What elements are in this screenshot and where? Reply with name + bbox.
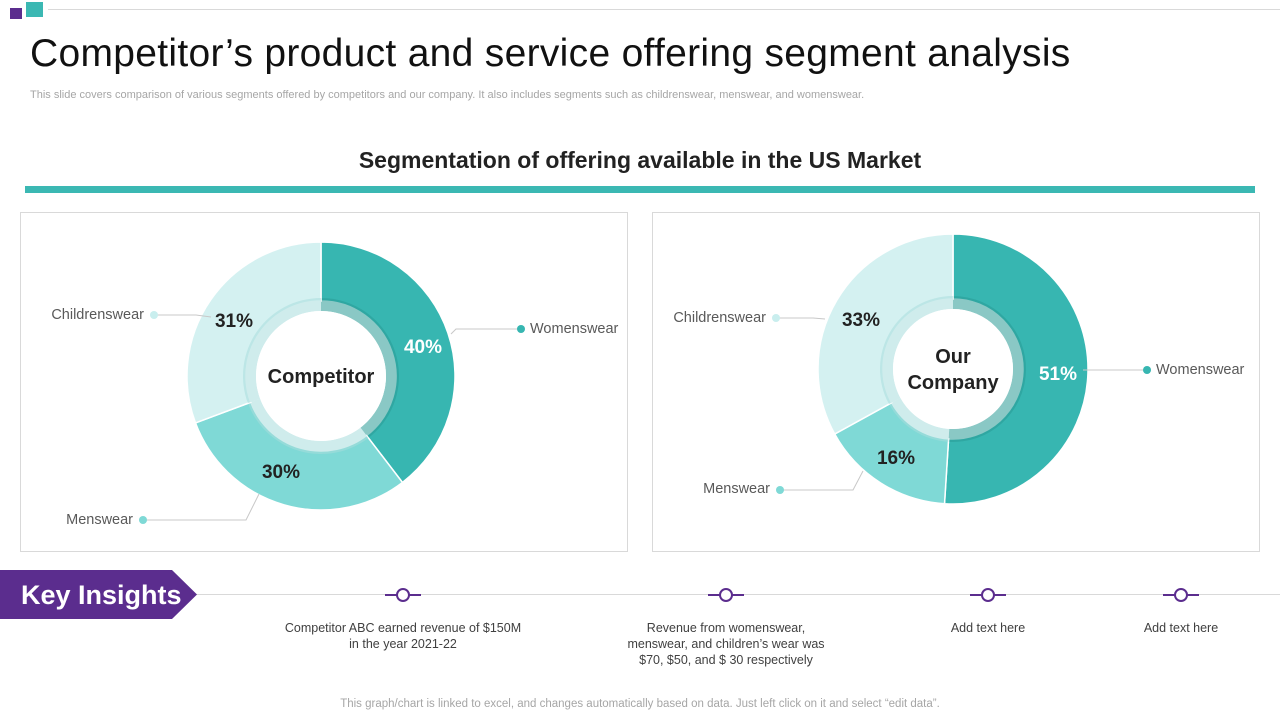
inner-ring-womenswear	[321, 298, 399, 438]
donut-hole	[893, 309, 1013, 429]
key-insights-banner: Key Insights	[0, 570, 197, 619]
inner-ring-childrenswear	[243, 298, 321, 404]
section-underline	[25, 186, 1255, 193]
competitor-chart-panel[interactable]: Competitor 40% 30% 31% Womenswear Menswear Chi…	[20, 212, 628, 552]
value-label-womenswear: 51%	[1039, 364, 1077, 385]
page-subtitle: This slide covers comparison of various …	[30, 89, 865, 101]
page-title: Competitor’s product and service offerin…	[30, 32, 1071, 75]
insight-text-3: Add text here	[950, 621, 1026, 635]
center-label: Our	[935, 346, 971, 368]
leader-line-childrenswear	[154, 314, 212, 318]
insight-text-4: Add text here	[1143, 621, 1219, 635]
section-heading: Segmentation of offering available in th…	[358, 147, 922, 173]
leader-line-womenswear	[450, 328, 521, 335]
competitor-donut-chart[interactable]: Competitor 40% 30% 31% Womenswear Menswear Chi…	[21, 213, 627, 551]
footer-note: This graph/chart is linked to excel, and…	[340, 698, 940, 710]
our-company-donut-chart[interactable]: Our Company 51% 16% 33% Womenswear Menswear Chi…	[653, 213, 1259, 551]
key-insights-label: Key Insights	[21, 580, 182, 610]
insight-text-2: Revenue from womenswear, menswear, and c…	[627, 621, 825, 667]
insight-marker-3	[970, 587, 1006, 603]
value-label-womenswear: 40%	[404, 337, 442, 358]
legend-dot-childrenswear	[772, 314, 780, 322]
leader-line-menswear	[143, 493, 260, 521]
value-label-menswear: 16%	[877, 448, 915, 469]
corner-accent-teal	[26, 2, 43, 17]
inner-ring-menswear	[247, 398, 369, 454]
legend-dot-menswear	[776, 486, 784, 494]
category-label-menswear: Menswear	[66, 512, 133, 528]
insight-marker-1	[385, 587, 421, 603]
donut-hole	[256, 311, 386, 441]
value-label-menswear: 30%	[262, 462, 300, 483]
legend-dot-menswear	[139, 516, 147, 524]
insight-marker-4	[1163, 587, 1199, 603]
legend-dot-womenswear	[1143, 366, 1151, 374]
category-label-womenswear: Womenswear	[530, 321, 619, 337]
legend-dot-womenswear	[517, 325, 525, 333]
legend-dot-childrenswear	[150, 311, 158, 319]
inner-ring-childrenswear	[880, 296, 953, 405]
center-label: Company	[907, 372, 999, 394]
insight-text-1: Competitor ABC earned revenue of $150M i…	[284, 621, 522, 651]
corner-accent-purple	[10, 8, 22, 19]
inner-ring-menswear	[889, 397, 950, 442]
our-company-chart-panel[interactable]: Our Company 51% 16% 33% Womenswear Menswear Chi…	[652, 212, 1260, 552]
category-label-womenswear: Womenswear	[1156, 362, 1245, 378]
value-label-childrenswear: 31%	[215, 311, 253, 332]
inner-ring-womenswear	[948, 296, 1026, 442]
leader-line-childrenswear	[776, 317, 826, 320]
leader-line-menswear	[780, 470, 864, 491]
category-label-childrenswear: Childrenswear	[673, 310, 766, 326]
value-label-childrenswear: 33%	[842, 310, 880, 331]
top-divider	[48, 9, 1280, 10]
category-label-childrenswear: Childrenswear	[51, 307, 144, 323]
center-label: Competitor	[268, 366, 375, 388]
category-label-menswear: Menswear	[703, 481, 770, 497]
insight-marker-2	[708, 587, 744, 603]
